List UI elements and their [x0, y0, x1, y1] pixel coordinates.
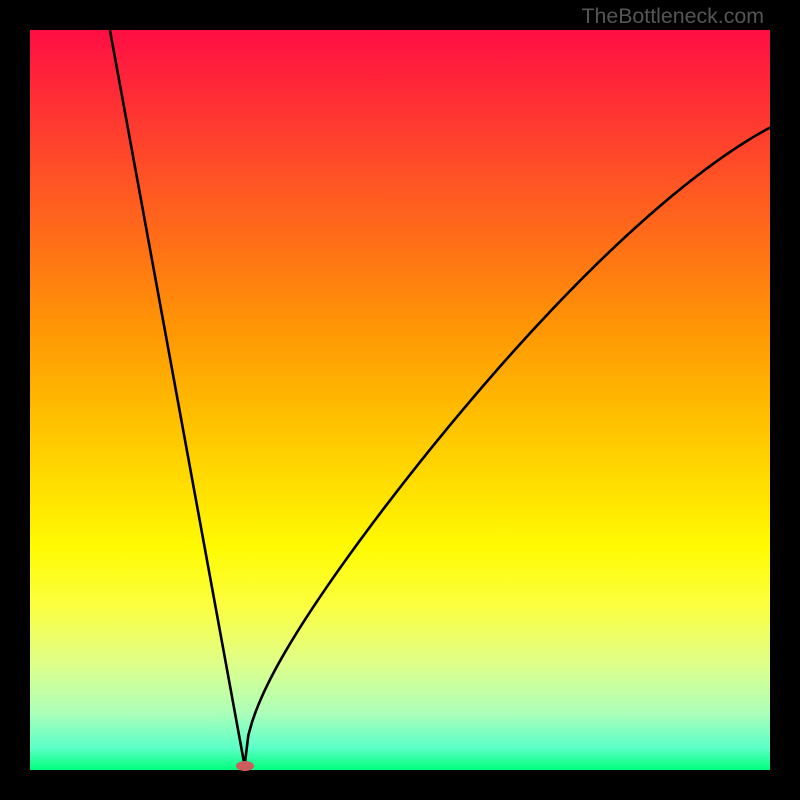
v-curve: [110, 30, 770, 766]
curve-layer: [30, 30, 770, 770]
chart-container: TheBottleneck.com: [0, 0, 800, 800]
minimum-marker: [236, 761, 254, 771]
plot-area: [30, 30, 770, 770]
watermark-text: TheBottleneck.com: [581, 4, 764, 29]
